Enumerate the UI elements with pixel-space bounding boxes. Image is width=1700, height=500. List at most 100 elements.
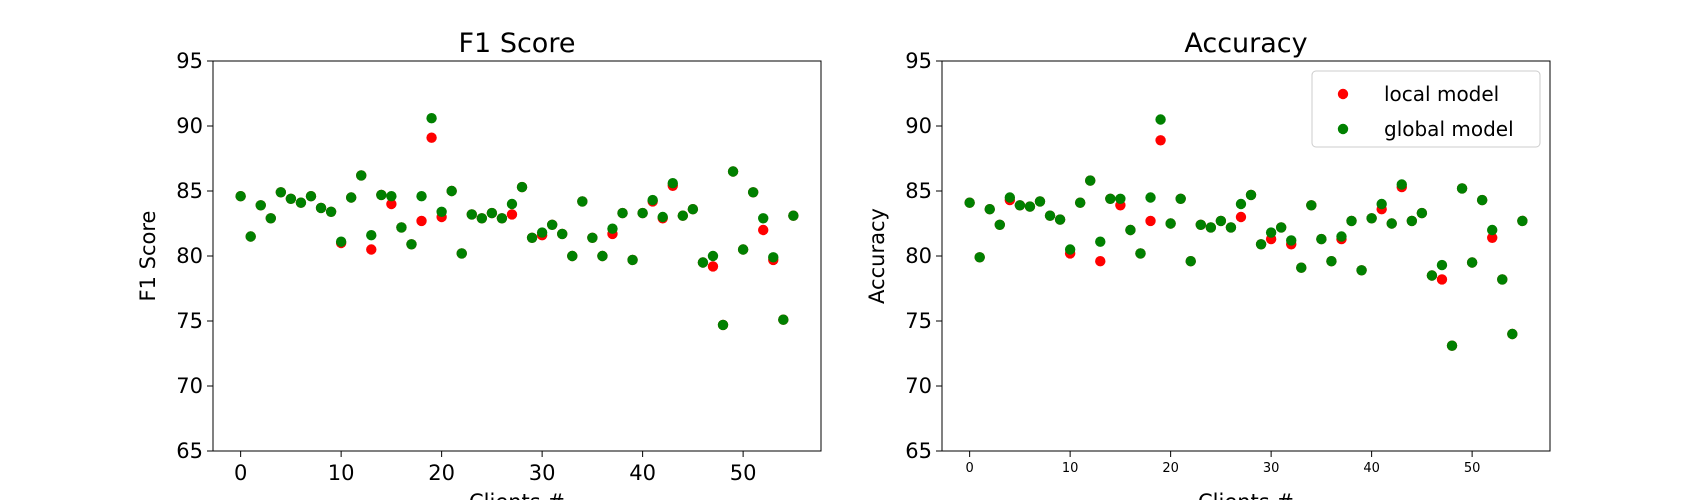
data-point <box>325 206 337 217</box>
data-point <box>1456 183 1468 194</box>
data-point <box>1296 262 1307 273</box>
x-tick-label: 20 <box>428 461 455 485</box>
legend-marker <box>1337 88 1349 100</box>
y-axis-label: F1 Score <box>136 211 160 302</box>
data-point <box>526 232 538 243</box>
data-point <box>1326 256 1337 267</box>
data-point <box>1487 224 1498 236</box>
data-point <box>1205 222 1217 233</box>
data-point <box>567 250 578 262</box>
data-point <box>426 132 437 143</box>
y-tick-label: 80 <box>905 244 932 268</box>
data-point <box>1426 270 1438 281</box>
data-point <box>768 252 779 263</box>
y-tick-label: 65 <box>905 439 932 463</box>
data-point <box>416 215 427 227</box>
data-point <box>1195 219 1206 230</box>
data-point <box>758 224 769 236</box>
data-point <box>305 191 317 202</box>
x-axis-label: Clients # <box>1198 490 1294 500</box>
data-point <box>366 230 377 241</box>
data-point <box>496 213 508 224</box>
data-point <box>697 257 709 268</box>
y-tick-label: 95 <box>905 49 932 73</box>
data-point <box>657 211 668 223</box>
x-tick-label: 20 <box>1162 461 1179 476</box>
data-point <box>1336 231 1347 242</box>
data-point <box>335 236 347 247</box>
data-point <box>456 248 467 259</box>
legend: local model global model <box>1311 70 1541 148</box>
data-point <box>1316 233 1327 245</box>
data-point <box>1225 222 1237 233</box>
data-point <box>1175 193 1186 204</box>
data-point <box>687 204 699 215</box>
data-point <box>1406 215 1418 227</box>
data-point <box>1306 200 1317 211</box>
data-point <box>1386 218 1397 229</box>
data-point <box>536 227 548 238</box>
data-point <box>577 196 588 207</box>
data-point <box>707 250 719 262</box>
y-tick-label: 95 <box>176 49 203 73</box>
data-point <box>747 187 759 198</box>
data-point <box>1054 214 1066 225</box>
data-point <box>788 210 799 221</box>
y-tick-label: 80 <box>176 244 203 268</box>
data-point <box>647 194 658 206</box>
data-point <box>1145 215 1156 227</box>
data-point <box>436 206 447 217</box>
data-point <box>1476 194 1488 206</box>
data-point <box>587 232 598 243</box>
data-point <box>1004 192 1016 203</box>
x-tick-label: 30 <box>1263 461 1280 476</box>
data-point <box>1376 198 1387 210</box>
data-point <box>1245 189 1257 201</box>
data-point <box>1085 175 1096 186</box>
data-point <box>627 254 638 266</box>
data-point <box>1396 179 1407 190</box>
data-point <box>1255 239 1267 250</box>
data-point <box>1235 211 1247 223</box>
data-point <box>1105 193 1116 204</box>
x-tick-label: 40 <box>1363 461 1380 476</box>
data-point <box>1436 259 1448 271</box>
y-tick-label: 90 <box>176 114 203 138</box>
data-point <box>1286 235 1297 246</box>
data-point <box>486 207 498 219</box>
data-point <box>416 191 427 202</box>
data-point <box>1366 213 1377 224</box>
data-point <box>516 181 528 193</box>
data-point <box>386 191 397 202</box>
data-point <box>617 207 628 219</box>
legend-label: global model <box>1384 117 1514 141</box>
data-point <box>1265 227 1277 238</box>
y-axis-label: Accuracy <box>865 208 889 304</box>
y-tick-label: 85 <box>905 179 932 203</box>
data-point <box>1487 232 1498 243</box>
data-point <box>386 198 397 210</box>
chart-title: F1 Score <box>459 28 576 59</box>
data-point <box>1024 201 1036 212</box>
data-point <box>245 231 256 242</box>
data-point <box>506 198 518 210</box>
data-point <box>396 222 407 233</box>
data-point <box>758 213 769 224</box>
x-tick-label: 10 <box>1062 461 1079 476</box>
data-point <box>446 185 457 197</box>
data-point <box>1517 215 1528 227</box>
data-point <box>476 213 488 224</box>
data-point <box>717 319 729 331</box>
data-point <box>466 209 477 220</box>
y-tick-label: 70 <box>905 374 932 398</box>
data-point <box>235 191 246 202</box>
data-point <box>677 210 689 221</box>
data-point <box>1115 193 1126 204</box>
data-point <box>1215 215 1227 227</box>
data-point <box>506 209 518 220</box>
data-point <box>376 189 387 201</box>
data-point <box>1125 224 1136 236</box>
data-point <box>597 250 608 262</box>
data-point <box>964 197 975 208</box>
